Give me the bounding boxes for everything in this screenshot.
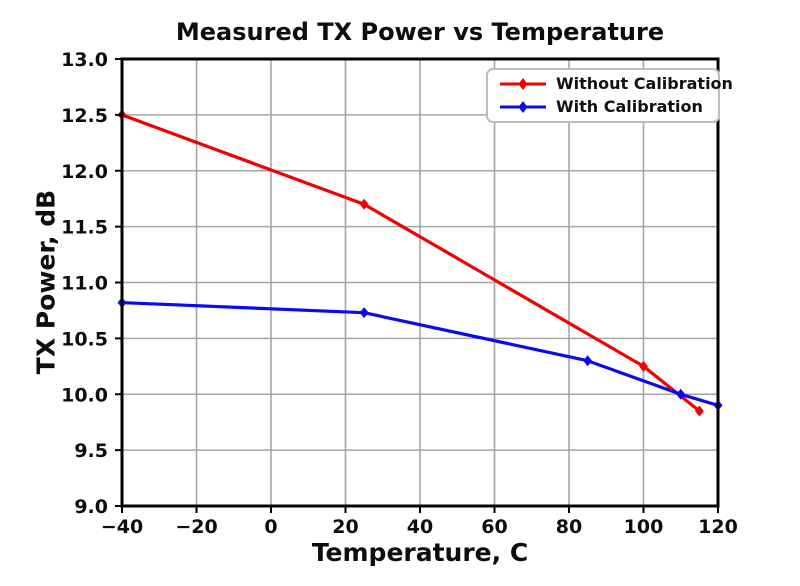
x-axis-label: Temperature, C: [311, 538, 529, 567]
marker-with-calibration: [359, 307, 369, 319]
x-tick-label: −40: [101, 516, 143, 538]
marker-without-calibration: [359, 198, 369, 210]
legend: Without Calibration With Calibration: [486, 68, 733, 123]
legend-label: Without Calibration: [556, 73, 733, 93]
marker-without-calibration: [694, 405, 704, 417]
y-tick-label: 13.0: [61, 49, 108, 71]
y-tick-label: 10.0: [61, 384, 108, 406]
x-tick-label: −20: [175, 516, 217, 538]
plot-border: [120, 57, 720, 508]
x-tick-label: 0: [264, 516, 277, 538]
marker-without-calibration: [639, 360, 648, 372]
y-tick-label: 9.5: [74, 440, 108, 462]
y-tick-label: 12.0: [61, 161, 108, 183]
series-line-without-calibration: [120, 113, 702, 413]
x-tick-label: 20: [332, 516, 358, 538]
x-tick-label: 120: [698, 516, 738, 538]
y-tick-label: 11.0: [61, 273, 108, 295]
y-tick-label: 12.5: [61, 105, 108, 127]
legend-item-with-calibration: With Calibration: [488, 99, 718, 115]
y-tick-label: 9.0: [74, 496, 108, 518]
marker-with-calibration: [676, 388, 686, 400]
x-tick-label: 80: [556, 516, 582, 538]
legend-item-without-calibration: Without Calibration: [488, 75, 733, 92]
legend-label: With Calibration: [556, 97, 703, 117]
chart-title: Measured TX Power vs Temperature: [175, 18, 665, 46]
legend-line-marker-icon: [500, 101, 546, 114]
y-tick-label: 10.5: [61, 328, 108, 350]
y-tick-label: 11.5: [61, 217, 108, 239]
x-tick-label: 100: [624, 516, 664, 538]
y-axis-label: TX Power, dB: [31, 189, 61, 375]
marker-with-calibration: [583, 355, 593, 367]
x-tick-label: 40: [407, 516, 433, 538]
legend-line-marker-icon: [500, 77, 546, 90]
x-tick-label: 60: [481, 516, 507, 538]
